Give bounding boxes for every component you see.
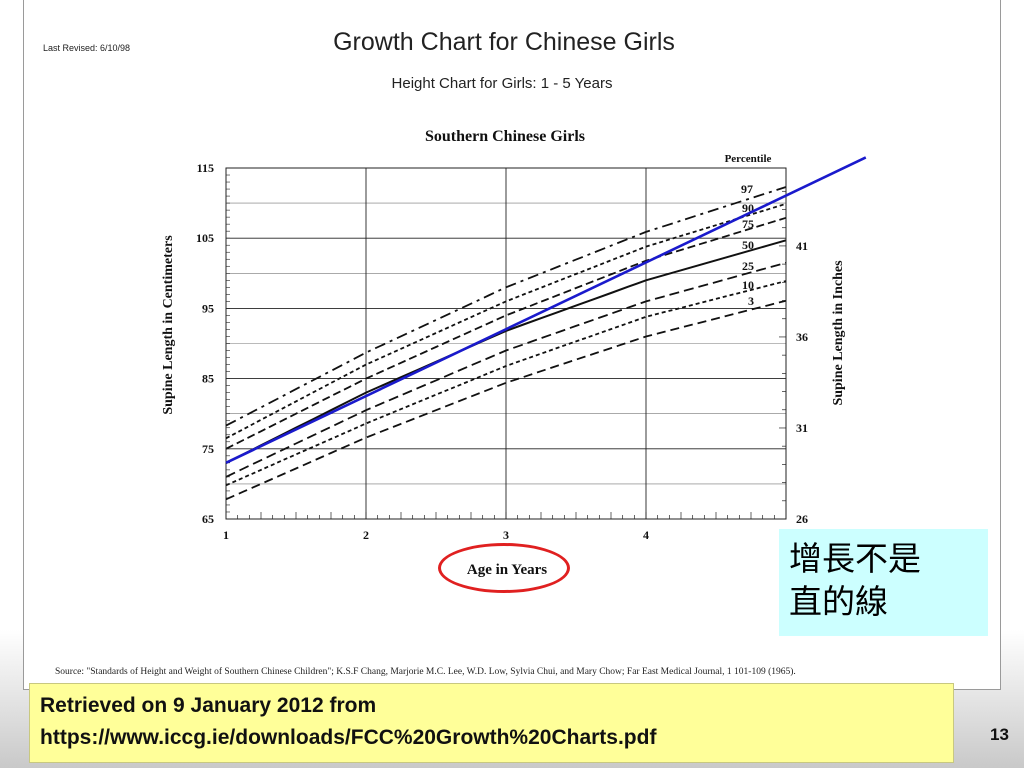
retrieved-line1: Retrieved on 9 January 2012 from [40, 694, 377, 717]
x-tick-label: 1 [223, 528, 229, 542]
x-tick-label: 2 [363, 528, 369, 542]
source-citation: Source: "Standards of Height and Weight … [55, 667, 796, 677]
annotation-note: 增長不是 直的線 [779, 529, 988, 636]
y2-axis-label: Supine Length in Inches [831, 260, 846, 406]
y2-tick-label: 26 [796, 512, 808, 526]
annotation-note-line1: 增長不是 [789, 539, 921, 578]
x-tick-label: 4 [643, 528, 649, 542]
percentile-75-label: 75 [742, 217, 754, 231]
y-tick-label: 115 [197, 161, 214, 175]
y2-tick-label: 41 [796, 239, 808, 253]
page-subtitle: Height Chart for Girls: 1 - 5 Years [0, 75, 1024, 92]
trend-layer [225, 156, 867, 465]
page-title-text: Growth Chart for Chinese Girls [333, 28, 675, 56]
percentile-10-line [225, 280, 787, 487]
percentile-50-label: 50 [742, 238, 754, 252]
percentile-10-label: 10 [742, 278, 754, 292]
percentile-75-line [225, 216, 787, 450]
page-title: Growth Chart for Chinese Girls [0, 28, 1024, 57]
straight-trend-line [225, 156, 867, 465]
percentile-25-line [225, 261, 787, 478]
x-tick-label: 3 [503, 528, 509, 542]
slide-number: 13 [990, 725, 1009, 744]
age-label-highlight-ellipse [438, 543, 570, 593]
y-axis-label: Supine Length in Centimeters [161, 235, 176, 415]
percentile-3-line [225, 299, 787, 501]
grid-layer [225, 167, 787, 520]
y-tick-label: 105 [196, 231, 214, 245]
chart-title: Southern Chinese Girls [425, 128, 585, 145]
retrieved-url: https://www.iccg.ie/downloads/FCC%20Grow… [40, 726, 657, 749]
percentile-50-line [225, 239, 787, 464]
percentile-3-label: 3 [748, 294, 754, 308]
percentile-25-label: 25 [742, 259, 754, 273]
y2-tick-label: 31 [796, 421, 808, 435]
y2-tick-label: 36 [796, 330, 808, 344]
legend-title: Percentile [725, 153, 772, 165]
retrieved-note: Retrieved on 9 January 2012 from https:/… [29, 683, 954, 763]
y-tick-label: 65 [202, 512, 214, 526]
percentile-90-line [225, 202, 787, 440]
y-tick-label: 75 [202, 442, 214, 456]
y-tick-label: 85 [202, 372, 214, 386]
y-tick-label: 95 [202, 301, 214, 315]
percentile-97-label: 97 [741, 182, 753, 196]
annotation-note-line2: 直的線 [789, 582, 888, 621]
growth-chart: Southern Chinese Girls Percentile 979075… [161, 128, 867, 578]
page-subtitle-text: Height Chart for Girls: 1 - 5 Years [391, 75, 613, 92]
percentile-97-line [225, 186, 787, 427]
last-revised-text: Last Revised: 6/10/98 [43, 43, 131, 53]
axis-layer: 65 75 85 95 105 115 26 31 36 41 1 2 3 4 [196, 161, 808, 542]
